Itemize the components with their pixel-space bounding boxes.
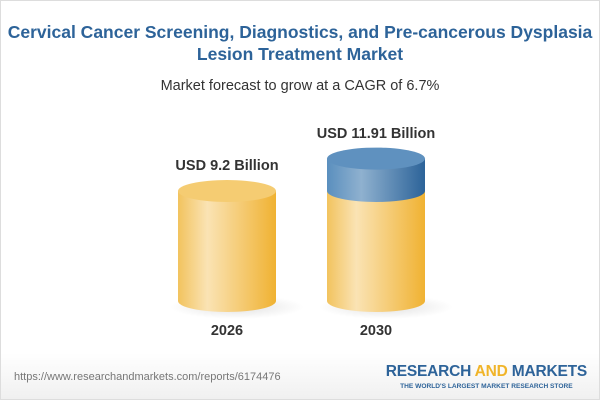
bar-2026	[178, 191, 276, 312]
bar-2030	[327, 191, 425, 312]
data-label: USD 9.2 Billion	[175, 158, 278, 174]
footer: https://www.researchandmarkets.com/repor…	[1, 353, 599, 399]
research-and-markets-logo: RESEARCH AND MARKETS THE WORLD'S LARGEST…	[385, 363, 587, 390]
source-url[interactable]: https://www.researchandmarkets.com/repor…	[14, 371, 281, 383]
x-tick-label: 2026	[211, 323, 243, 339]
data-label: USD 11.91 Billion	[317, 126, 435, 142]
chart-subtitle: Market forecast to grow at a CAGR of 6.7…	[160, 78, 440, 94]
bar-growth-2030	[327, 158, 425, 202]
bar-top	[178, 180, 276, 202]
x-tick-label: 2030	[360, 323, 392, 339]
chart-title: Cervical Cancer Screening, Diagnostics, …	[7, 22, 593, 64]
bar-top	[327, 147, 425, 170]
